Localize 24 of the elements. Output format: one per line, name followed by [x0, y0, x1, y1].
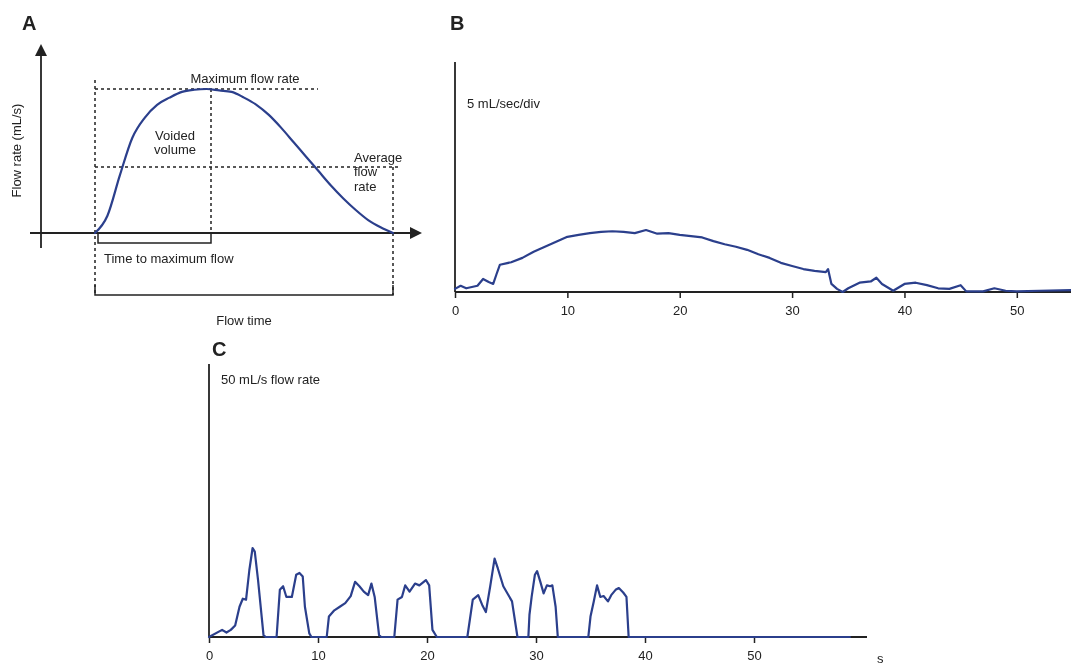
x-tick-label: 10	[311, 648, 326, 664]
x-tick-label: 30	[785, 303, 800, 319]
x-tick-label: 20	[672, 303, 688, 319]
text: Time to maximum flow	[104, 251, 235, 266]
y-axis-title: Flow rate (mL/s)	[9, 103, 24, 198]
x-tick-label: 40	[897, 303, 913, 319]
x-tick-label: 0	[451, 303, 460, 319]
chart-title: A	[22, 12, 37, 34]
x-tick-label: 0	[205, 648, 214, 664]
x-tick-label: 50	[1010, 303, 1025, 319]
x-tick-label: 20	[420, 648, 435, 664]
annotation: Average flow rate	[354, 150, 403, 194]
text: 50 mL/s flow rate	[221, 372, 320, 387]
chart-title: B	[450, 12, 465, 34]
x-tick-label: 30	[529, 648, 544, 664]
x-tick-label: 50	[747, 648, 762, 664]
text: Maximum flow rate	[190, 71, 300, 86]
text: 5 mL/sec/div	[467, 96, 541, 111]
x-tick-label: 40	[638, 648, 653, 664]
chart-title: C	[212, 338, 227, 360]
x-axis-title: s	[877, 651, 884, 666]
x-tick-label: 10	[560, 303, 576, 319]
x-axis-title: Flow time	[216, 313, 272, 328]
annotation: Voided volume	[154, 128, 196, 158]
